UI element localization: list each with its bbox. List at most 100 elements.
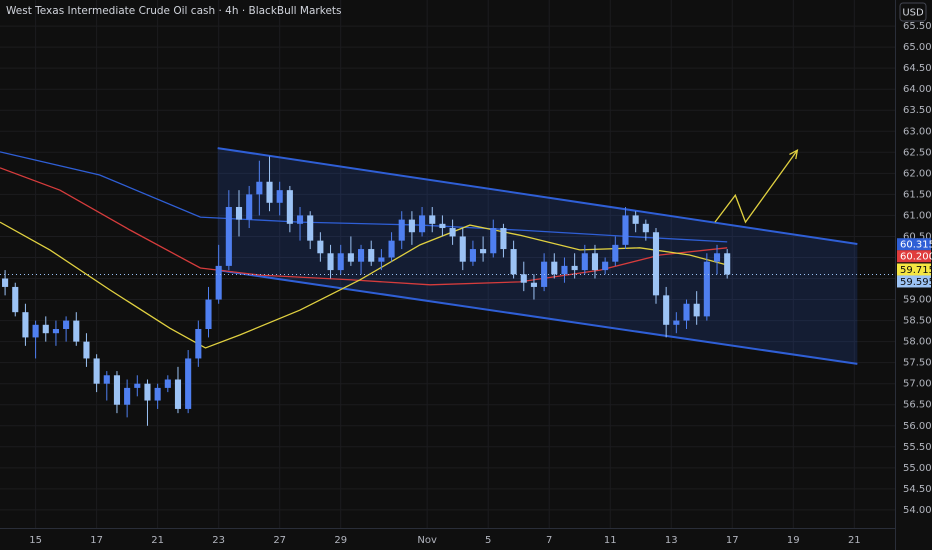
x-tick-label: Nov	[417, 535, 437, 546]
candle-body	[561, 265, 568, 275]
candle-body	[358, 249, 365, 262]
candle-body	[134, 383, 141, 388]
y-tick-label: 64.500	[903, 63, 932, 74]
candle-body	[195, 329, 202, 359]
x-tick-label: 13	[665, 535, 678, 546]
candle-body	[449, 228, 456, 237]
candle-body	[551, 261, 558, 275]
channel-fill	[217, 148, 858, 364]
candle-body	[693, 303, 700, 317]
moving-average	[0, 221, 728, 349]
x-tick-label: 27	[273, 535, 286, 546]
y-tick-label: 54.000	[903, 505, 932, 516]
y-tick-label: 60.500	[903, 231, 932, 242]
candle-body	[205, 299, 212, 330]
x-tick-label: 5	[485, 535, 491, 546]
candle-body	[632, 215, 639, 224]
candle-body	[429, 215, 436, 224]
y-tick-label: 62.500	[903, 147, 932, 158]
y-tick-label: 61.000	[903, 210, 932, 221]
candle-body	[73, 320, 80, 342]
price-label-box	[897, 275, 931, 288]
candle-body	[286, 190, 293, 224]
candle-body	[93, 358, 100, 384]
candle-body	[113, 375, 121, 405]
forecast-arrow	[714, 149, 798, 224]
y-tick-label: 57.000	[903, 379, 932, 390]
candle-body	[388, 240, 395, 258]
y-tick-label: 58.000	[903, 337, 932, 348]
candle-body	[469, 249, 476, 262]
candle-body	[683, 303, 690, 321]
y-tick-label: 58.500	[903, 316, 932, 327]
candle-body	[500, 228, 507, 250]
channel-lower	[217, 269, 858, 365]
price-label: 59.595	[900, 277, 932, 288]
y-tick-label: 59.000	[903, 295, 932, 306]
candle-body	[673, 320, 680, 325]
candle-body	[164, 379, 171, 388]
candle-body	[317, 240, 324, 254]
y-tick-label: 55.500	[903, 442, 932, 453]
candle-body	[296, 215, 304, 224]
candle-body	[12, 286, 19, 313]
candle-body	[419, 215, 426, 233]
x-tick-label: 7	[546, 535, 552, 546]
currency-box[interactable]	[899, 2, 927, 22]
candle-body	[368, 249, 375, 262]
candle-body	[63, 320, 70, 330]
candle-body	[2, 278, 9, 287]
candle-body	[347, 253, 354, 262]
moving-average	[0, 167, 728, 286]
candle-body	[256, 181, 263, 195]
moving-average	[0, 151, 728, 243]
candle-body	[520, 274, 527, 283]
y-tick-label: 55.000	[903, 463, 932, 474]
chart-title: West Texas Intermediate Crude Oil cash ·…	[6, 5, 342, 17]
y-tick-label: 61.500	[903, 189, 932, 200]
x-tick-label: 23	[212, 535, 225, 546]
y-tick-label: 54.500	[903, 484, 932, 495]
x-tick-label: 29	[334, 535, 347, 546]
y-tick-label: 64.000	[903, 84, 932, 95]
candle-body	[510, 249, 517, 275]
currency[interactable]: USD	[902, 8, 924, 19]
candle-body	[703, 261, 710, 317]
candle-body	[571, 265, 578, 271]
candle-body	[276, 190, 283, 203]
candle-body	[713, 253, 721, 262]
y-tick-label: 56.000	[903, 421, 932, 432]
grid	[0, 0, 895, 528]
x-tick-label: 17	[90, 535, 103, 546]
candle-body	[215, 265, 222, 300]
arrow-head	[789, 148, 799, 160]
x-tick-label: 15	[29, 535, 42, 546]
y-tick-label: 63.500	[903, 105, 932, 116]
candle-body	[490, 228, 497, 254]
candle-body	[144, 383, 151, 401]
candle-body	[307, 215, 314, 241]
price-label: 60.200	[900, 252, 932, 263]
x-tick-label: 21	[151, 535, 164, 546]
axis-separator	[895, 0, 896, 550]
candle-body	[124, 387, 131, 405]
price-label-box	[897, 250, 931, 263]
y-tick-label: 56.500	[903, 400, 932, 411]
candle-body	[327, 253, 334, 271]
y-tick-label: 65.500	[903, 21, 932, 32]
price-label: 59.715	[900, 265, 932, 276]
candle-body	[22, 312, 29, 338]
candle-body	[724, 253, 731, 275]
price-label-box	[897, 238, 931, 251]
candle-body	[174, 379, 182, 409]
candle-body	[42, 324, 49, 334]
candle-body	[246, 194, 253, 220]
candle-body	[612, 244, 619, 262]
axis-separator	[0, 528, 895, 529]
y-tick-label: 63.000	[903, 126, 932, 137]
candle-body	[652, 232, 660, 296]
price-label-box	[897, 263, 931, 276]
x-tick-label: 19	[787, 535, 800, 546]
